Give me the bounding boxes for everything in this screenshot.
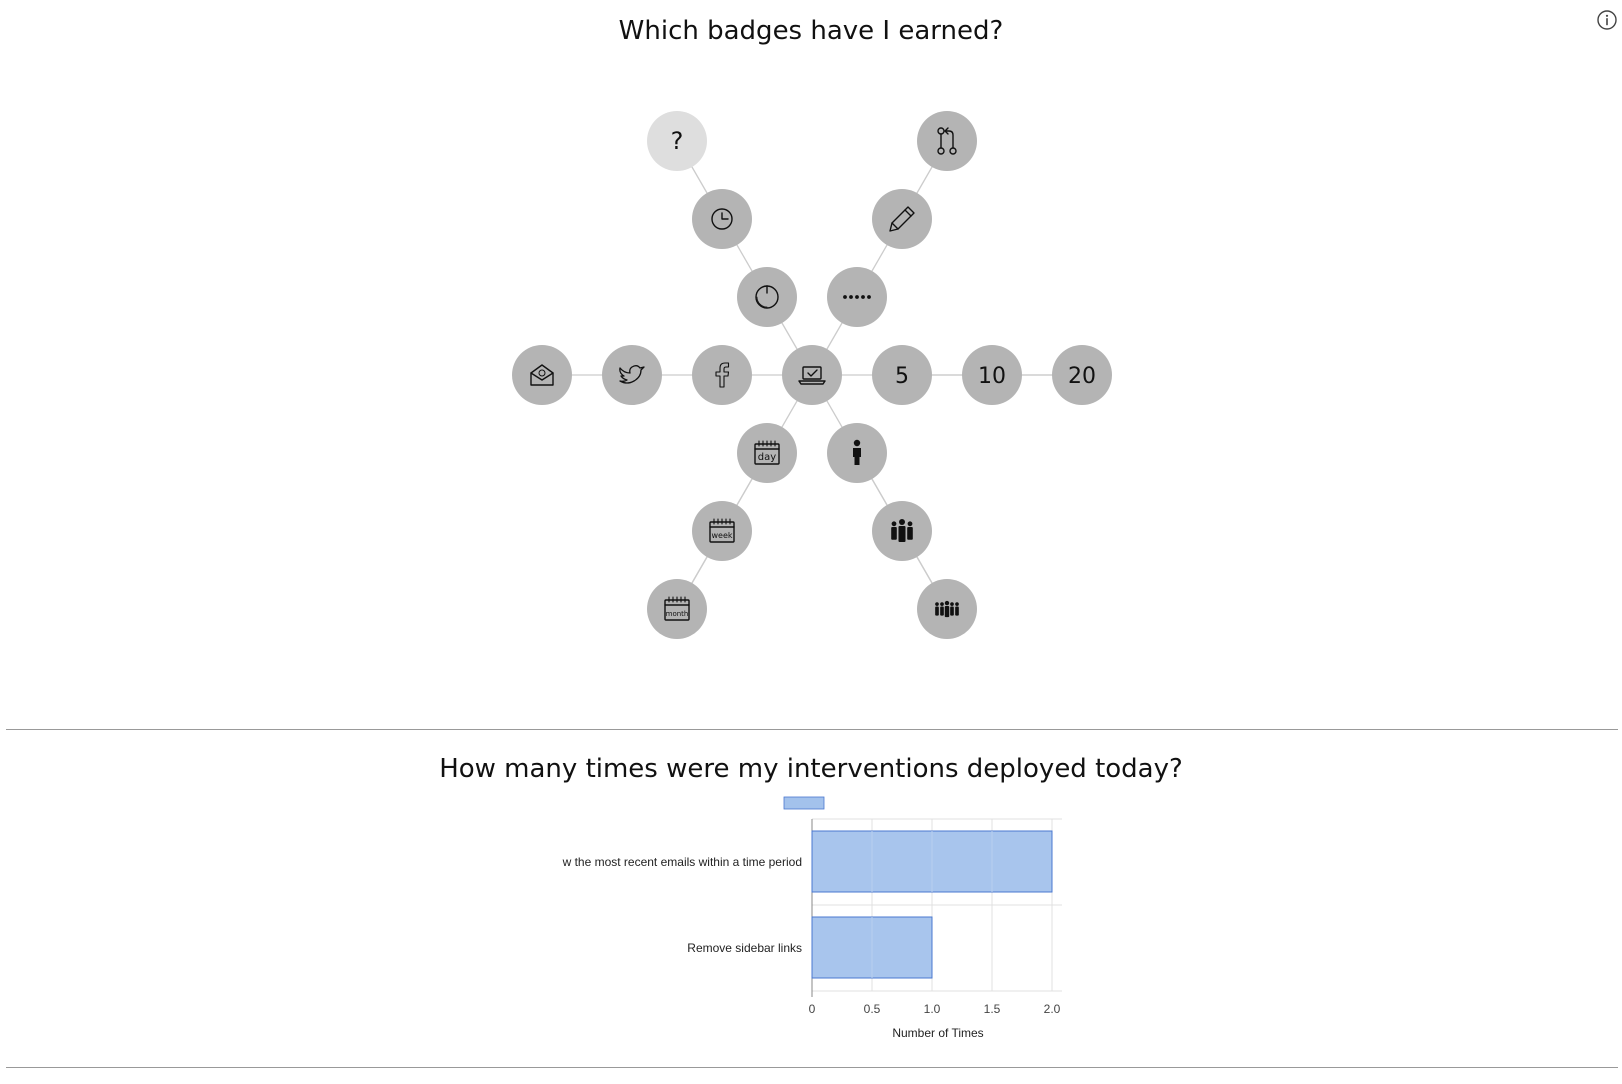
badge-calendar-week[interactable]: week xyxy=(692,501,752,561)
chart-tick-label: 0.5 xyxy=(864,1002,881,1016)
badge-circle xyxy=(647,111,707,171)
badge-number: 5 xyxy=(895,364,909,389)
badges-title: Which badges have I earned? xyxy=(618,16,1004,46)
chart-tick-label: 0 xyxy=(809,1002,816,1016)
stopwatch-icon xyxy=(755,285,779,309)
badge-number-badge[interactable]: 20 xyxy=(1052,345,1112,405)
badge-circle xyxy=(737,423,797,483)
badge-stopwatch[interactable] xyxy=(737,267,797,327)
badge-email[interactable] xyxy=(512,345,572,405)
chart-tick-labels: 0 0.5 1.0 1.5 2.0 xyxy=(809,1002,1061,1016)
pull-request-icon xyxy=(937,127,957,155)
badge-person[interactable] xyxy=(827,423,887,483)
badge-calendar-day[interactable]: day xyxy=(737,423,797,483)
chart-category-label: w the most recent emails within a time p… xyxy=(562,855,802,869)
badge-circle xyxy=(872,345,932,405)
badge-circle xyxy=(602,345,662,405)
badge-circle xyxy=(917,111,977,171)
badge-circle xyxy=(737,267,797,327)
section-divider xyxy=(6,729,1618,730)
badge-circle xyxy=(1052,345,1112,405)
badge-clock[interactable] xyxy=(692,189,752,249)
badge-circle xyxy=(692,345,752,405)
question-mark-icon: ? xyxy=(671,127,684,155)
chart-tick-label: 1.0 xyxy=(924,1002,941,1016)
calendar-month-icon xyxy=(664,596,690,621)
laptop-check-icon xyxy=(798,366,826,385)
pencil-icon xyxy=(889,206,915,232)
badge-circle xyxy=(962,345,1022,405)
badge-question-mark[interactable]: ? xyxy=(647,111,707,171)
interventions-title: How many times were my interventions dep… xyxy=(439,754,1183,784)
badge-password-dots[interactable] xyxy=(827,267,887,327)
badge-number: 10 xyxy=(978,364,1006,389)
badge-circle xyxy=(692,501,752,561)
badge-circle xyxy=(647,579,707,639)
x-axis-title: Number of Times xyxy=(892,1026,983,1040)
badge-number-badge[interactable]: 5 xyxy=(872,345,932,405)
badge-number: 20 xyxy=(1068,364,1096,389)
clock-icon xyxy=(711,208,733,230)
group-icon xyxy=(891,519,913,542)
section-divider-bottom xyxy=(6,1067,1618,1068)
calendar-label: month xyxy=(666,610,689,618)
badge-twitter[interactable] xyxy=(602,345,662,405)
crowd-icon xyxy=(935,600,959,618)
badge-pencil[interactable] xyxy=(872,189,932,249)
interventions-bar-chart: w the most recent emails within a time p… xyxy=(562,796,1062,1040)
info-circle-icon[interactable] xyxy=(1596,9,1618,31)
chart-bars xyxy=(811,830,1053,979)
calendar-week-icon xyxy=(709,518,735,543)
password-dots-icon xyxy=(843,295,871,299)
badge-calendar-month[interactable]: month xyxy=(647,579,707,639)
badge-circle xyxy=(512,345,572,405)
chart-tick-label: 2.0 xyxy=(1044,1002,1061,1016)
badge-group[interactable] xyxy=(872,501,932,561)
badge-center[interactable] xyxy=(782,345,842,405)
badge-nodes: ? 5 10 20 day week month xyxy=(512,111,1112,639)
chart-category-labels: w the most recent emails within a time p… xyxy=(562,855,802,955)
facebook-icon xyxy=(715,362,730,388)
calendar-label: day xyxy=(758,452,776,463)
email-icon xyxy=(530,364,554,386)
legend-swatch xyxy=(783,796,825,810)
badge-facebook[interactable] xyxy=(692,345,752,405)
badge-pull-request[interactable] xyxy=(917,111,977,171)
badge-crowd[interactable] xyxy=(917,579,977,639)
chart-category-label: Remove sidebar links xyxy=(687,941,802,955)
badge-circle xyxy=(872,189,932,249)
person-icon xyxy=(853,439,861,465)
chart-tick-label: 1.5 xyxy=(984,1002,1001,1016)
badge-number-badge[interactable]: 10 xyxy=(962,345,1022,405)
calendar-day-icon xyxy=(754,440,780,465)
calendar-label: week xyxy=(711,531,732,540)
badge-graph: ? 5 10 20 day week month xyxy=(512,111,1112,639)
twitter-icon xyxy=(619,365,645,384)
